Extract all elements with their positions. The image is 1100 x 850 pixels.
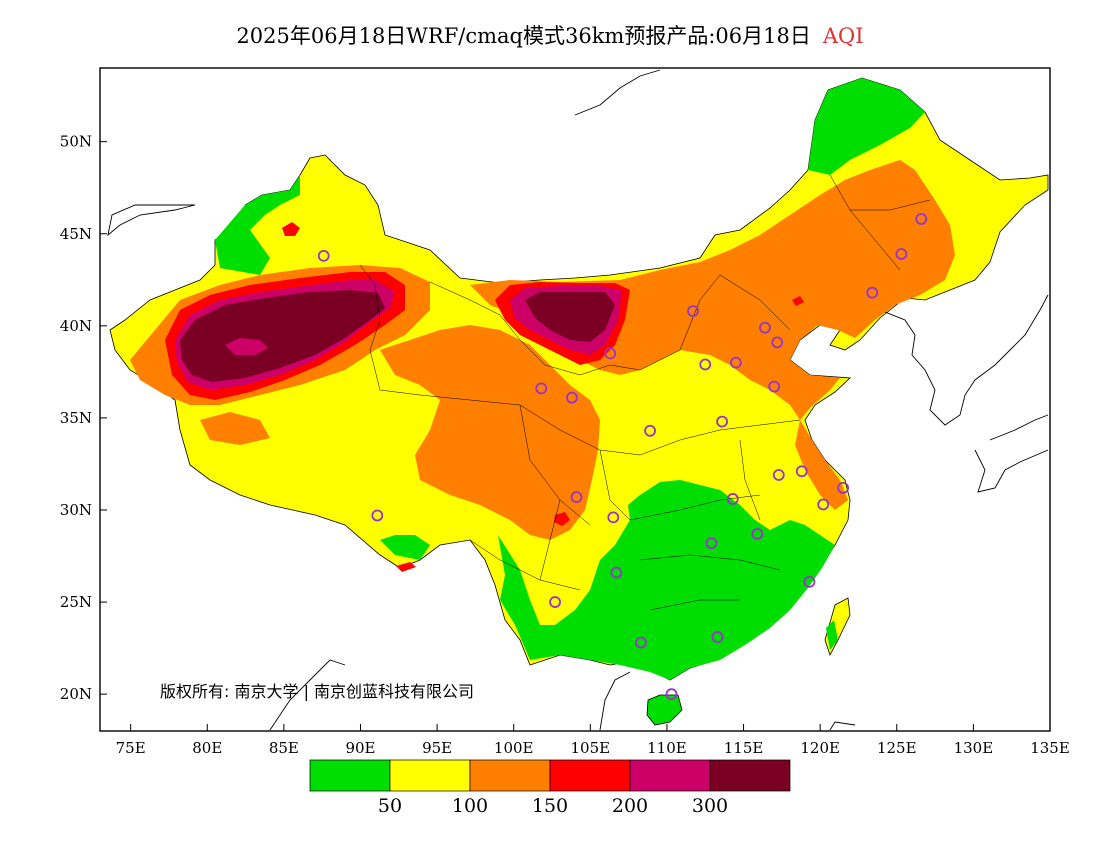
lat-tick-label: 45N bbox=[60, 225, 92, 243]
lon-tick-label: 90E bbox=[345, 739, 375, 757]
lon-tick-label: 95E bbox=[422, 739, 452, 757]
legend-swatch-hazardous bbox=[709, 759, 791, 792]
station-marker bbox=[535, 382, 548, 395]
coast-korea-japan bbox=[884, 294, 1049, 426]
region-tarim-hazardous bbox=[180, 290, 385, 382]
legend-label-300: 300 bbox=[692, 795, 728, 817]
station-marker bbox=[795, 465, 808, 478]
hotspot-sichuan-red bbox=[554, 512, 570, 526]
station-marker bbox=[705, 537, 718, 550]
station-marker bbox=[716, 415, 728, 428]
station-marker bbox=[687, 305, 699, 318]
station-marker bbox=[771, 336, 784, 349]
station-marker bbox=[803, 575, 816, 588]
station-marker bbox=[837, 481, 850, 494]
station-marker bbox=[634, 636, 647, 649]
lon-tick-label: 120E bbox=[800, 739, 840, 757]
lat-tick-label: 40N bbox=[60, 317, 92, 335]
lon-tick-label: 85E bbox=[269, 739, 299, 757]
lon-axis: 75E 80E 85E 90E 95E 100E 105E 110E 115E 120E 125E 1… bbox=[116, 724, 1070, 757]
lat-tick-label: 25N bbox=[60, 593, 92, 611]
hotspot-west-red bbox=[282, 222, 300, 236]
legend-label-100: 100 bbox=[452, 795, 488, 817]
legend-label-150: 150 bbox=[532, 795, 568, 817]
lon-tick-label: 110E bbox=[647, 739, 687, 757]
station-marker bbox=[610, 566, 623, 579]
station-marker bbox=[317, 249, 330, 262]
station-marker bbox=[772, 469, 785, 481]
region-alxa-hazardous bbox=[525, 292, 615, 342]
station-marker bbox=[699, 358, 712, 371]
region-tarim-magenta-inner bbox=[225, 338, 268, 355]
legend-swatch-very-unhealthy bbox=[629, 759, 711, 792]
legend-swatch-moderate bbox=[389, 759, 471, 792]
map-frame bbox=[99, 67, 1051, 732]
legend-label-50: 50 bbox=[378, 795, 402, 817]
legend-swatch-good bbox=[309, 759, 391, 792]
hotspot-liaoning-red bbox=[792, 296, 804, 306]
coast-myanmar bbox=[269, 659, 346, 731]
station-marker bbox=[549, 596, 561, 608]
lon-tick-label: 130E bbox=[954, 739, 994, 757]
station-marker bbox=[895, 248, 908, 260]
lon-tick-label: 135E bbox=[1030, 739, 1070, 757]
station-marker bbox=[604, 347, 617, 360]
station-marker bbox=[729, 356, 742, 369]
lon-tick-label: 75E bbox=[116, 739, 146, 757]
station-marker bbox=[570, 491, 583, 504]
region-tibet-south-good bbox=[380, 535, 430, 560]
map-area bbox=[107, 69, 1049, 731]
region-east-coast-orange bbox=[795, 420, 848, 510]
region-south-good bbox=[498, 480, 835, 680]
hotspot-tibet-red bbox=[396, 562, 416, 572]
legend-swatch-unhealthy bbox=[549, 759, 631, 792]
coast-japan bbox=[974, 414, 1049, 493]
region-south-tibet-orange bbox=[200, 412, 270, 445]
station-marker bbox=[915, 213, 928, 225]
region-qinghai-orange bbox=[380, 325, 600, 540]
lat-axis: 20N 25N 30N 35N 40N 45N 50N bbox=[60, 133, 107, 703]
coast-russia-north bbox=[574, 69, 661, 116]
lat-tick-label: 35N bbox=[60, 409, 92, 427]
station-marker bbox=[607, 511, 620, 524]
title-variable: AQI bbox=[822, 24, 864, 48]
region-west-good bbox=[215, 175, 300, 275]
station-marker bbox=[726, 493, 739, 505]
station-marker bbox=[866, 286, 879, 299]
lon-tick-label: 115E bbox=[724, 739, 764, 757]
lat-tick-label: 30N bbox=[60, 501, 92, 519]
station-marker bbox=[665, 688, 678, 701]
map-title: 2025年06月18日WRF/cmaq模式36km预报产品:06月18日 AQI bbox=[0, 20, 1100, 50]
region-northeast-good bbox=[808, 78, 925, 175]
lon-tick-label: 105E bbox=[571, 739, 611, 757]
title-main: 2025年06月18日WRF/cmaq模式36km预报产品:06月18日 bbox=[236, 24, 811, 48]
station-marker bbox=[371, 509, 384, 522]
lat-tick-label: 20N bbox=[60, 685, 92, 703]
station-marker bbox=[566, 391, 578, 404]
lon-tick-label: 100E bbox=[494, 739, 534, 757]
station-marker bbox=[768, 380, 781, 393]
station-marker bbox=[711, 631, 724, 643]
legend-label-200: 200 bbox=[612, 795, 648, 817]
lat-tick-label: 50N bbox=[60, 133, 92, 151]
legend-swatch-sensitive bbox=[469, 759, 551, 792]
station-marker bbox=[817, 498, 830, 511]
station-marker bbox=[751, 528, 764, 540]
copyright-text: 版权所有: 南京大学 | 南京创蓝科技有限公司 bbox=[160, 682, 474, 701]
station-marker bbox=[644, 424, 656, 437]
lon-tick-label: 125E bbox=[877, 739, 917, 757]
region-hainan-good bbox=[646, 694, 683, 726]
coast-vietnam bbox=[599, 671, 856, 731]
region-taiwan-good bbox=[826, 620, 838, 650]
station-markers bbox=[317, 213, 928, 701]
province-boundaries bbox=[359, 174, 931, 611]
coast-kazakh bbox=[107, 204, 196, 237]
station-marker bbox=[759, 321, 771, 334]
lon-tick-label: 80E bbox=[192, 739, 222, 757]
color-legend: 50 100 150 200 300 bbox=[309, 759, 791, 817]
